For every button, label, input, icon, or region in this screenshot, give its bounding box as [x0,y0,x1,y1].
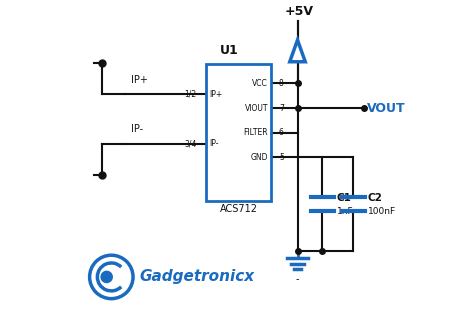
Text: U1: U1 [219,44,238,57]
Text: IP-: IP- [209,139,219,148]
Text: 5: 5 [279,153,284,162]
Text: IP+: IP+ [131,75,148,85]
Polygon shape [290,40,305,62]
Text: -: - [296,274,299,284]
Text: C2: C2 [368,193,383,203]
Bar [206,64,271,201]
Text: C1: C1 [337,193,352,203]
Text: 8: 8 [279,79,283,88]
Text: Gadgetronicx: Gadgetronicx [139,269,255,284]
Circle shape [101,271,112,283]
Text: VOUT: VOUT [367,101,406,115]
Text: 1nF: 1nF [337,207,354,216]
Text: 1/2: 1/2 [184,90,197,99]
Text: ACS712: ACS712 [219,204,257,214]
Text: +5V: +5V [284,5,314,18]
Text: FILTER: FILTER [244,128,268,137]
Text: GND: GND [251,153,268,162]
Text: VCC: VCC [252,79,268,88]
Text: VIOUT: VIOUT [245,104,268,112]
Text: IP-: IP- [131,124,144,134]
Text: 100nF: 100nF [368,207,396,216]
Text: IP+: IP+ [209,90,222,99]
Text: 6: 6 [279,128,284,137]
Text: 3/4: 3/4 [184,139,197,148]
Text: 7: 7 [279,104,284,112]
